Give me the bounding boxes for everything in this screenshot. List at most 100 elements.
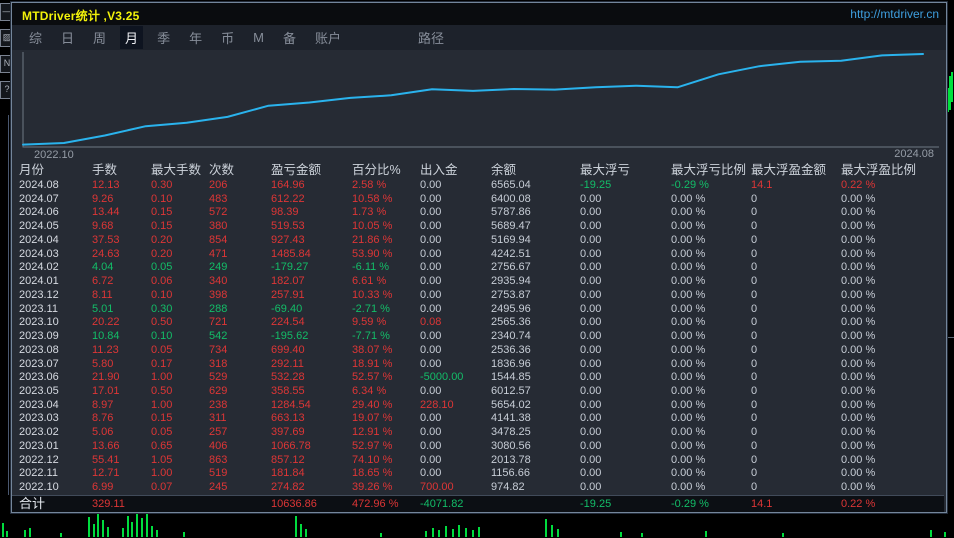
cell-max-float-loss-pct: 0.00 %: [671, 426, 706, 439]
cell-max-float-profit: 0: [751, 385, 758, 398]
cell-balance: 2495.96: [491, 302, 531, 315]
table-row[interactable]: 2023.05 17.01 0.50 629 358.55 6.34 % 0.00 6012.…: [12, 385, 944, 399]
cell-max-float-loss-pct: 0.00 %: [671, 357, 706, 370]
table-row[interactable]: 2023.09 10.84 0.10 542 -195.62 -7.71 % 0.00 234…: [12, 330, 944, 344]
menu-item-quarter[interactable]: 季: [157, 31, 171, 46]
menu-item-note[interactable]: 备: [282, 31, 296, 46]
cell-max-float-loss: 0.00: [580, 233, 602, 246]
cell-month: 2024.02: [19, 261, 59, 274]
menu-item-summary[interactable]: 综: [29, 31, 43, 46]
cell-month: 2023.07: [19, 357, 59, 370]
table-row[interactable]: 2024.04 37.53 0.20 854 927.43 21.86 % 0.00 5169…: [12, 234, 944, 248]
cell-balance: 6012.57: [491, 385, 531, 398]
cell-lots: 8.97: [92, 398, 114, 411]
table-row[interactable]: 2023.02 5.06 0.05 257 397.69 12.91 % 0.00 3478.…: [12, 426, 944, 440]
menu-item-month[interactable]: 月: [120, 26, 144, 49]
table-row[interactable]: 2023.08 11.23 0.05 734 699.40 38.07 % 0.00 2536…: [12, 344, 944, 358]
window-titlebar[interactable]: MTDriver统计 ,V3.25 http://mtdriver.cn: [12, 3, 946, 25]
cell-percent: 18.91 %: [352, 357, 393, 370]
menu-item-account[interactable]: 账户: [314, 31, 341, 46]
cell-lots: 12.71: [92, 467, 120, 480]
cell-profit: 1284.54: [271, 398, 311, 411]
cell-deposit: 0.00: [420, 220, 442, 233]
column-header-percent: 百分比%: [352, 163, 401, 177]
table-row[interactable]: 2023.07 5.80 0.17 318 292.11 18.91 % 0.00 1836.…: [12, 358, 944, 372]
table-row[interactable]: 2023.06 21.90 1.00 529 532.28 52.57 % -5000.00…: [12, 371, 944, 385]
cell-max-float-loss-pct: 0.00 %: [671, 398, 706, 411]
cell-max-lots: 0.17: [151, 357, 173, 370]
cell-percent: 10.33 %: [352, 288, 393, 301]
cell-deposit: 0.08: [420, 316, 442, 329]
table-row[interactable]: 2024.01 6.72 0.06 340 182.07 6.61 % 0.00 2935.9…: [12, 275, 944, 289]
candlestick-bar: [102, 520, 104, 537]
cell-max-float-loss-pct: 0.00 %: [671, 412, 706, 425]
total-cell-trades: [209, 494, 271, 512]
cell-profit: 699.40: [271, 343, 305, 356]
cell-balance: 2935.94: [491, 275, 531, 288]
candlestick-bar: [156, 530, 158, 537]
cell-trades: 288: [209, 302, 228, 315]
total-cell-max-float-loss: -19.25: [580, 494, 671, 512]
cell-lots: 55.41: [92, 453, 120, 466]
candlestick-bar: [551, 525, 553, 537]
cell-percent: 9.59 %: [352, 316, 387, 329]
table-row[interactable]: 2023.04 8.97 1.00 238 1284.54 29.40 % 228.10 56…: [12, 399, 944, 413]
cell-month: 2023.03: [19, 412, 59, 425]
menu-item-day[interactable]: 日: [61, 31, 75, 46]
menu-item-m[interactable]: M: [253, 30, 264, 45]
cell-max-float-profit-pct: 0.00 %: [841, 330, 876, 343]
cell-deposit: 0.00: [420, 179, 442, 191]
cell-max-float-loss: 0.00: [580, 261, 602, 274]
cell-max-lots: 1.00: [151, 398, 173, 411]
cell-month: 2023.06: [19, 371, 59, 384]
candlestick-bar: [88, 517, 90, 537]
table-row[interactable]: 2022.12 55.41 1.05 863 857.12 74.10 % 0.00 2013…: [12, 454, 944, 468]
cell-percent: -7.71 %: [352, 330, 390, 343]
cell-max-float-profit-pct: 0.22 %: [841, 179, 876, 191]
cell-max-float-profit: 14.1: [751, 179, 773, 191]
cell-balance: 5787.86: [491, 206, 531, 219]
window-title: MTDriver统计 ,V3.25: [22, 9, 140, 23]
table-row[interactable]: 2023.11 5.01 0.30 288 -69.40 -2.71 % 0.00 2495.…: [12, 303, 944, 317]
table-row[interactable]: 2024.02 4.04 0.05 249 -179.27 -6.11 % 0.00 2756…: [12, 261, 944, 275]
table-row[interactable]: 2024.06 13.44 0.15 572 98.39 1.73 % 0.00 5787.8…: [12, 206, 944, 220]
cell-max-float-profit: 0: [751, 275, 758, 288]
cell-percent: 18.65 %: [352, 467, 393, 480]
candlestick-bar: [122, 528, 124, 537]
candlestick-bar: [2, 523, 4, 537]
website-link[interactable]: http://mtdriver.cn: [850, 7, 939, 21]
cell-trades: 529: [209, 371, 228, 384]
cell-trades: 854: [209, 233, 228, 246]
table-row[interactable]: 2023.12 8.11 0.10 398 257.91 10.33 % 0.00 2753.…: [12, 289, 944, 303]
cell-percent: 6.61 %: [352, 275, 387, 288]
cell-percent: 52.97 %: [352, 439, 393, 452]
cell-max-float-loss-pct: 0.00 %: [671, 453, 706, 466]
cell-trades: 238: [209, 398, 228, 411]
cell-max-float-profit-pct: 0.00 %: [841, 412, 876, 425]
candlestick-bar: [146, 514, 148, 537]
cell-max-float-loss: 0.00: [580, 439, 602, 452]
equity-curve-line: [22, 53, 924, 146]
table-row[interactable]: 2022.10 6.99 0.07 245 274.82 39.26 % 700.00 974…: [12, 481, 944, 495]
table-row[interactable]: 2024.07 9.26 0.10 483 612.22 10.58 % 0.00 6400.…: [12, 193, 944, 207]
cell-lots: 37.53: [92, 233, 120, 246]
menu-item-year[interactable]: 年: [189, 31, 203, 46]
cell-max-float-profit: 0: [751, 261, 758, 274]
candlestick-bar: [458, 525, 460, 537]
table-row[interactable]: 2024.08 12.13 0.30 206 164.96 2.58 % 0.00 6565.…: [12, 179, 944, 193]
cell-max-float-profit: 0: [751, 412, 758, 425]
cell-percent: 6.34 %: [352, 385, 387, 398]
table-row[interactable]: 2023.03 8.76 0.15 311 663.13 19.07 % 0.00 4141.…: [12, 412, 944, 426]
table-row[interactable]: 2023.10 20.22 0.50 721 224.54 9.59 % 0.08 2565.…: [12, 316, 944, 330]
table-row[interactable]: 2024.05 9.68 0.15 380 519.53 10.05 % 0.00 5689.…: [12, 220, 944, 234]
table-row[interactable]: 2024.03 24.63 0.20 471 1485.84 53.90 % 0.00 424…: [12, 248, 944, 262]
cell-percent: 29.40 %: [352, 398, 393, 411]
table-row[interactable]: 2023.01 13.66 0.65 406 1066.78 52.97 % 0.00 308…: [12, 440, 944, 454]
menu-item-currency[interactable]: 币: [221, 31, 235, 46]
table-row[interactable]: 2022.11 12.71 1.00 519 181.84 18.65 % 0.00 1156…: [12, 467, 944, 481]
menu-item-path[interactable]: 路径: [417, 31, 444, 46]
candlestick-bar: [432, 528, 434, 537]
menu-item-week[interactable]: 周: [93, 31, 107, 46]
candlestick-bar: [300, 524, 302, 537]
cell-max-float-loss-pct: 0.00 %: [671, 371, 706, 384]
